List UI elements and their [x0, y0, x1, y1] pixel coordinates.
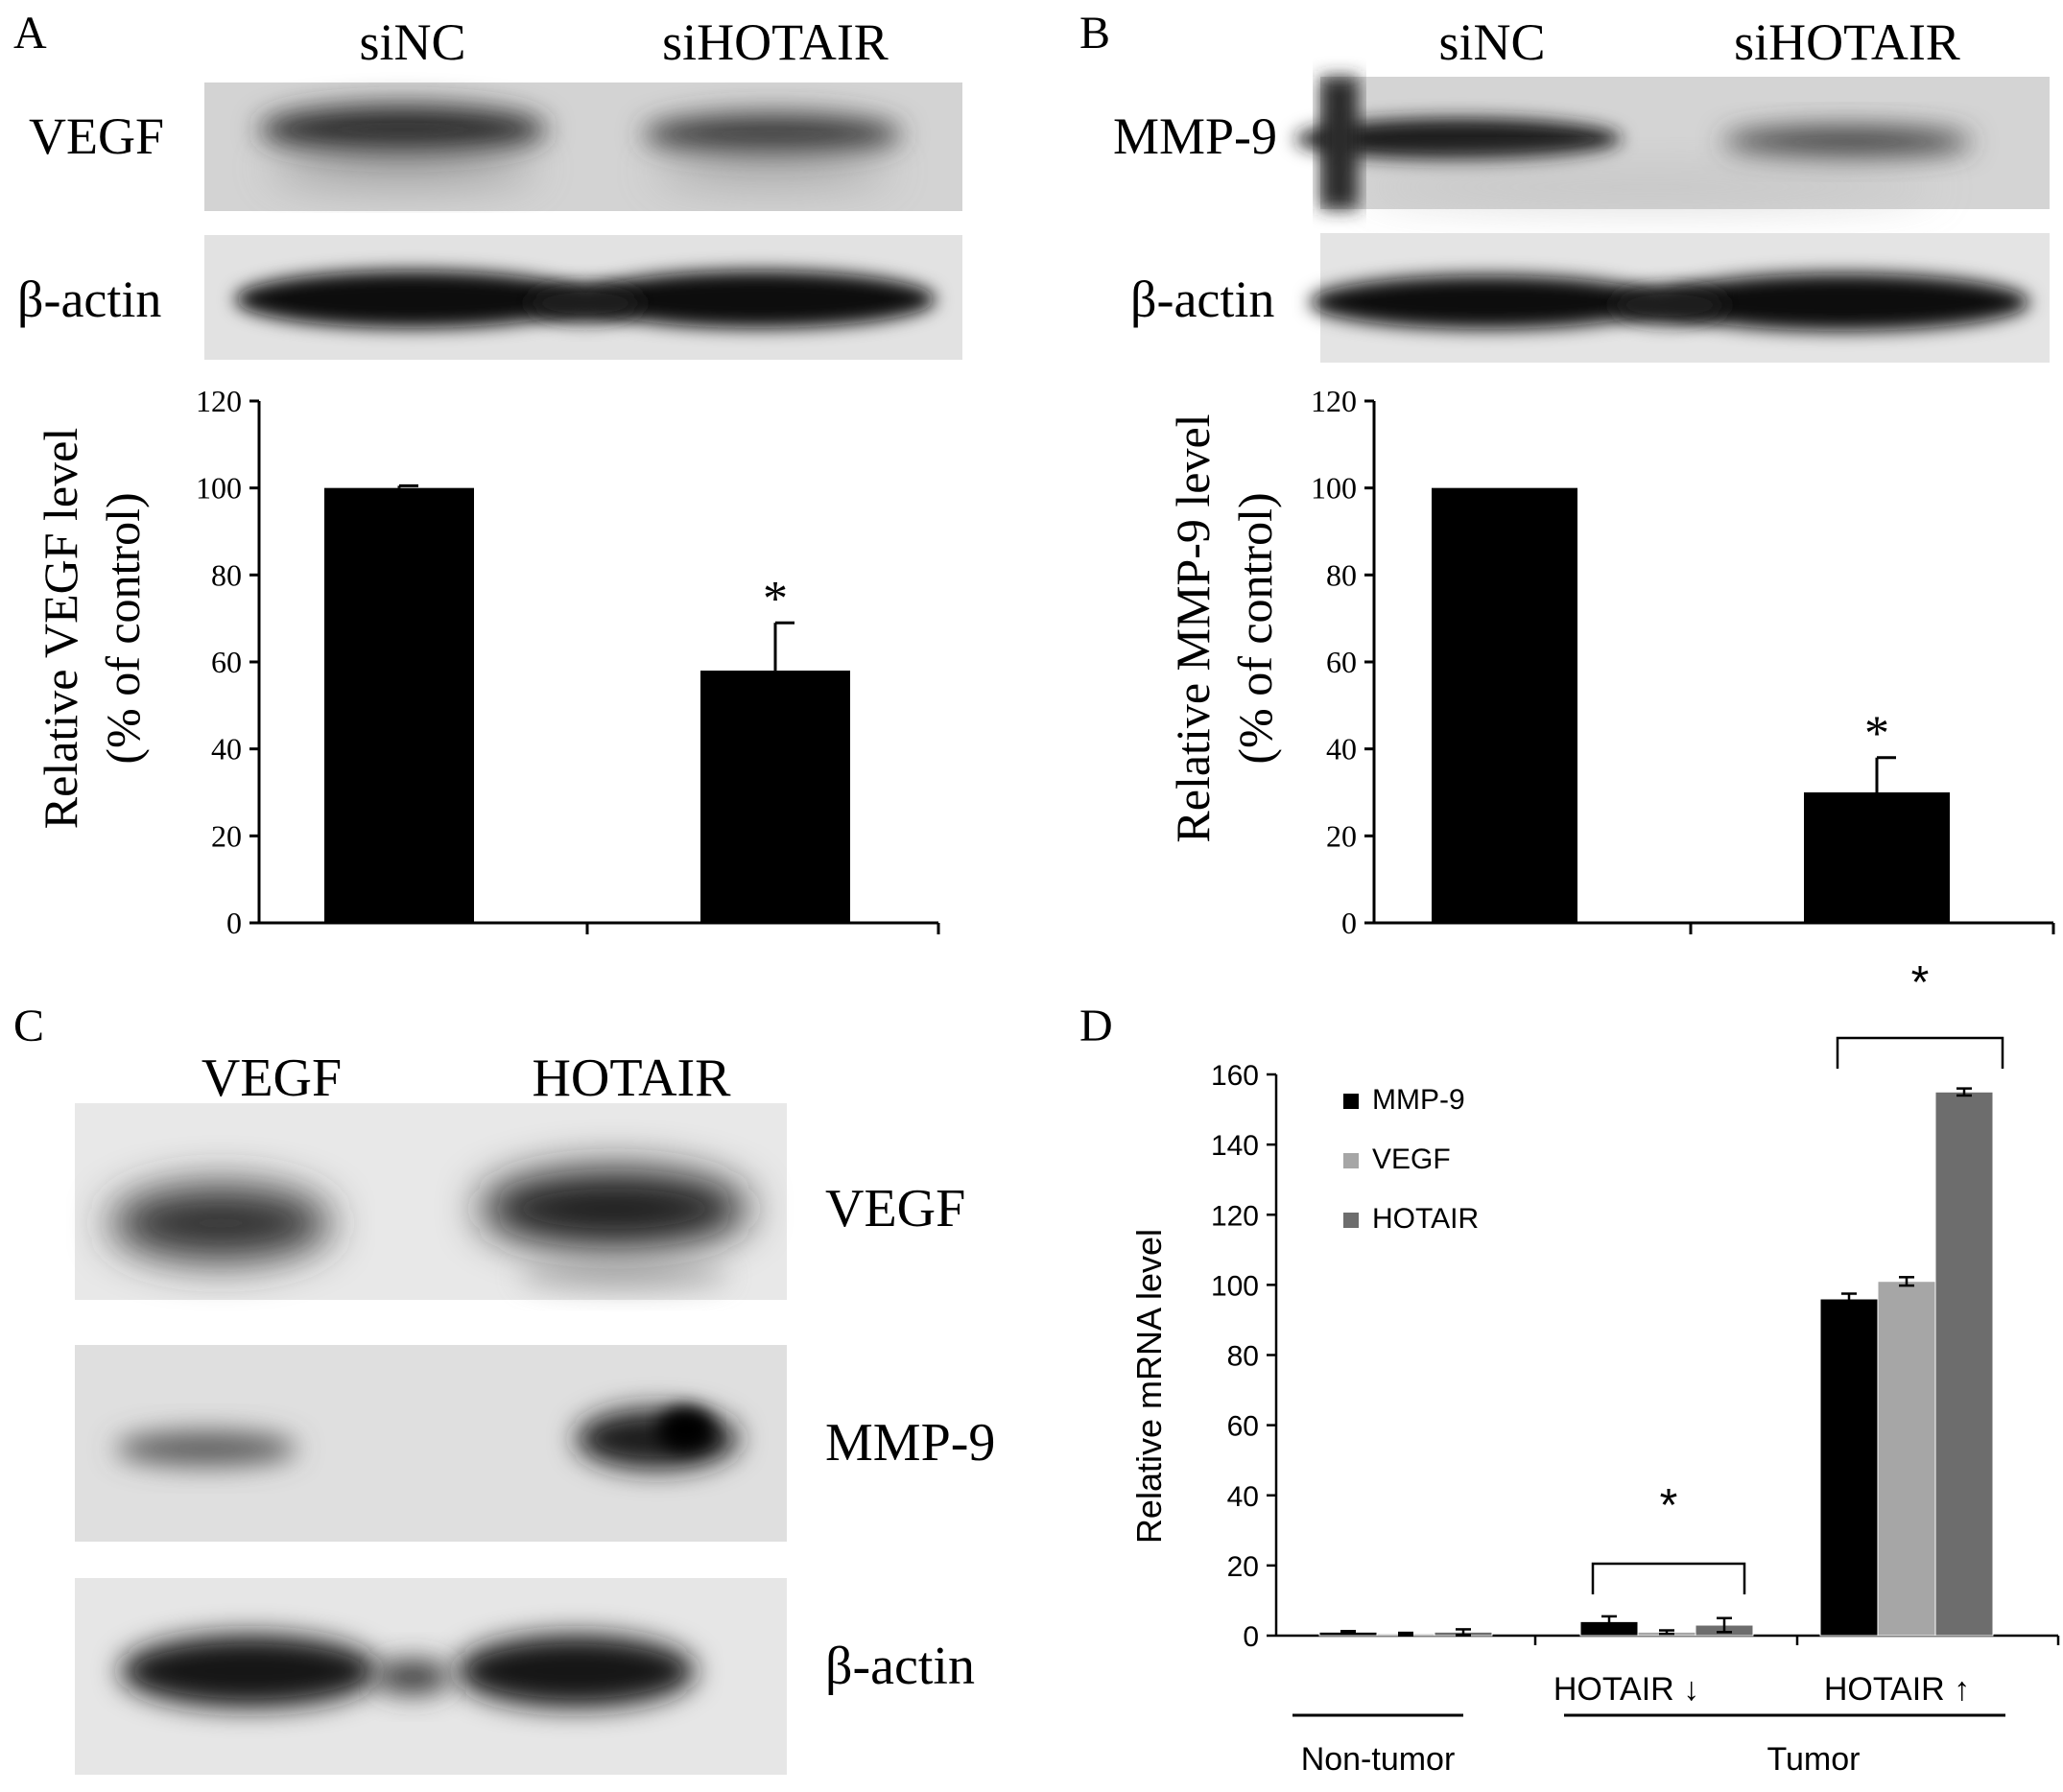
panel-a-blot-vegf: [204, 83, 962, 211]
chart-d-y-tick-label: 120: [1211, 1200, 1259, 1232]
chart-b-y-tick-label: 100: [1311, 471, 1357, 506]
panel-c-blot-actin: [75, 1578, 787, 1775]
chart-a-y-tick-label: 80: [211, 557, 242, 592]
chart-d-legend-label: VEGF: [1372, 1144, 1451, 1175]
chart-b-bar: [1804, 792, 1950, 923]
chart-d-legend-swatch: [1343, 1094, 1359, 1109]
chart-d-legend-swatch: [1343, 1213, 1359, 1228]
chart-d-legend-label: MMP-9: [1372, 1084, 1465, 1116]
chart-d-legend-swatch: [1343, 1153, 1359, 1168]
panel-a: A siNC siHOTAIR VEGF β-actin Relative VE…: [13, 8, 962, 940]
chart-b-y-tick-label: 80: [1326, 557, 1357, 592]
chart-d-y-tick-label: 140: [1211, 1130, 1259, 1162]
panel-a-letter: A: [13, 8, 47, 59]
chart-b: Relative MMP-9 level (% of control) 0 20 4…: [1166, 384, 2055, 940]
chart-a: Relative VEGF level (% of control) 0 20 40…: [34, 384, 940, 940]
chart-b-significance: *: [1864, 707, 1889, 762]
panel-c-blot-label-vegf: VEGF: [825, 1179, 965, 1238]
chart-d-y-tick-label: 20: [1227, 1551, 1259, 1583]
chart-b-ylabel-1: Relative MMP-9 level: [1166, 413, 1220, 842]
chart-d-legend-label: HOTAIR: [1372, 1203, 1479, 1235]
panel-d: D Relative mRNA level 0 20 40 60 80 100 120 140…: [1079, 957, 2060, 1778]
panel-a-lane-2: siHOTAIR: [662, 13, 889, 71]
chart-d-ylabel: Relative mRNA level: [1129, 1229, 1169, 1544]
chart-d-significance: *: [1911, 957, 1930, 1008]
chart-d-group-label-2: HOTAIR ↑: [1824, 1671, 1970, 1708]
panel-c-lane-1: VEGF: [202, 1049, 342, 1108]
panel-a-blot-actin: [204, 235, 962, 360]
panel-c-lane-2: HOTAIR: [532, 1049, 731, 1108]
panel-a-blot-label-actin: β-actin: [17, 271, 161, 328]
chart-b-bar: [1432, 487, 1577, 923]
panel-c-letter: C: [13, 1001, 44, 1051]
chart-a-bar: [324, 487, 474, 923]
panel-b: B siNC siHOTAIR MMP-9 β-actin Relative M…: [1079, 8, 2055, 940]
chart-a-ylabel-1: Relative VEGF level: [34, 428, 87, 829]
chart-d-y-tick-label: 0: [1243, 1621, 1259, 1653]
panel-b-lane-1: siNC: [1438, 13, 1545, 71]
panel-c-blot-mmp9: [75, 1345, 787, 1542]
panel-a-blot-label-vegf: VEGF: [29, 107, 164, 165]
panel-b-blot-label-actin: β-actin: [1130, 271, 1274, 328]
chart-a-y-tick-label: 100: [196, 471, 242, 506]
chart-a-y-tick-label: 0: [226, 906, 242, 940]
chart-d-y-tick-label: 160: [1211, 1060, 1259, 1092]
panel-b-letter: B: [1079, 8, 1110, 59]
panel-c-blot-label-actin: β-actin: [825, 1637, 975, 1696]
chart-a-bar: [700, 671, 850, 923]
chart-b-y-tick-label: 120: [1311, 384, 1357, 418]
chart-a-significance: *: [763, 572, 788, 626]
chart-a-y-tick-label: 20: [211, 818, 242, 853]
chart-d-super-label-2: Tumor: [1767, 1741, 1861, 1778]
chart-a-y-tick-label: 40: [211, 732, 242, 766]
panel-c-blot-vegf: [75, 1103, 787, 1300]
chart-d-y-tick-label: 100: [1211, 1270, 1259, 1302]
chart-d-y-tick-label: 40: [1227, 1481, 1259, 1513]
chart-d-group-label-1: HOTAIR ↓: [1553, 1671, 1699, 1708]
chart-d-y-tick-label: 80: [1227, 1341, 1259, 1373]
chart-d-significance: *: [1660, 1480, 1678, 1531]
panel-b-blot-actin: [1310, 233, 2050, 363]
chart-b-y-tick-label: 40: [1326, 732, 1357, 766]
chart-a-y-tick-label: 120: [196, 384, 242, 418]
chart-d-super-label-1: Non-tumor: [1301, 1741, 1456, 1778]
chart-d-bar: [1934, 1091, 1994, 1637]
chart-d-y-tick-label: 60: [1227, 1411, 1259, 1443]
panel-c-blot-label-mmp9: MMP-9: [825, 1413, 995, 1473]
panel-d-letter: D: [1079, 1001, 1113, 1051]
panel-b-blot-mmp9: [1295, 77, 2050, 209]
panel-b-lane-2: siHOTAIR: [1734, 13, 1960, 71]
chart-b-y-tick-label: 20: [1326, 818, 1357, 853]
chart-d-significance-bracket: [1836, 1036, 2004, 1069]
chart-d-significance-bracket: [1591, 1562, 1746, 1594]
chart-a-y-tick-label: 60: [211, 645, 242, 679]
panel-b-blot-label-mmp9: MMP-9: [1113, 107, 1277, 165]
panel-c: C VEGF HOTAIR VEGF MMP-9 β-actin: [13, 1001, 995, 1775]
chart-d-bar: [1819, 1298, 1879, 1637]
chart-a-ylabel-2: (% of control): [96, 492, 150, 764]
chart-d-bar: [1877, 1281, 1936, 1637]
chart-b-y-tick-label: 60: [1326, 645, 1357, 679]
panel-a-lane-1: siNC: [359, 13, 465, 71]
chart-b-ylabel-2: (% of control): [1228, 492, 1282, 764]
chart-b-y-tick-label: 0: [1341, 906, 1357, 940]
